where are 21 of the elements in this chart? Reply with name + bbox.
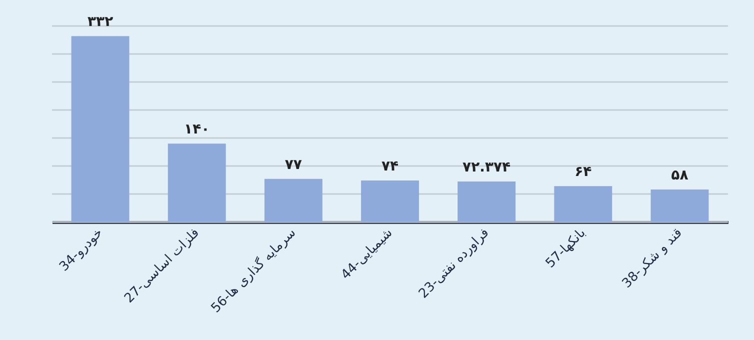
data-label: ۷۲.۳۷۴ xyxy=(462,159,512,176)
x-tick-label: 27-فلزات اساسی xyxy=(122,226,203,306)
data-label: ۶۴ xyxy=(574,164,592,180)
x-tick-label: 56-سرمایه گذاری ها xyxy=(208,224,300,316)
bar xyxy=(168,144,226,222)
data-label: ۵۸ xyxy=(671,168,689,184)
bar xyxy=(554,186,612,222)
bar xyxy=(361,180,419,222)
data-label: ۳۳۲ xyxy=(87,14,114,30)
x-tick-label: 38-قند و شکر xyxy=(620,226,686,292)
bar xyxy=(458,181,516,222)
bar xyxy=(71,36,130,222)
x-tick-label: 57-بانکها xyxy=(543,226,589,272)
bar xyxy=(264,178,322,222)
data-label: ۷۷ xyxy=(284,156,302,173)
bar xyxy=(650,190,709,222)
x-tick-label: 34-خودرو xyxy=(56,226,106,275)
data-label: ۱۴۰ xyxy=(184,122,210,138)
x-tick-label: 23-فراورده نفتی xyxy=(416,226,492,302)
data-label: ۷۴ xyxy=(381,158,399,175)
x-tick-label: 44-شیمیایی xyxy=(338,226,396,283)
